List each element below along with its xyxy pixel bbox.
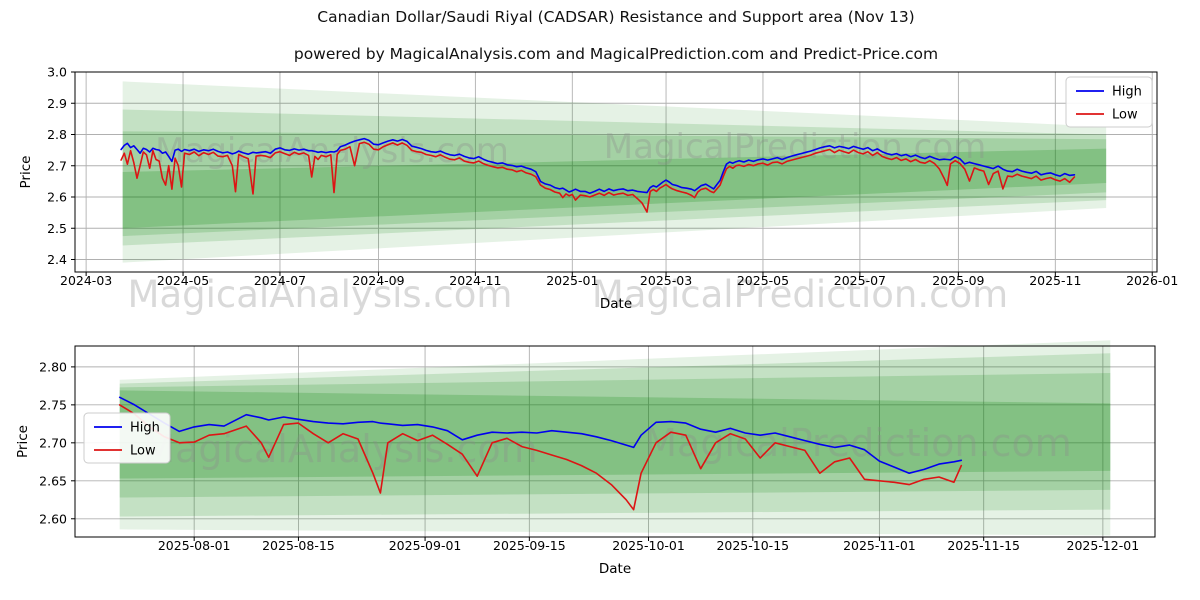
x-axis-label: Date bbox=[600, 296, 632, 312]
y-tick-label: 2.8 bbox=[47, 127, 67, 142]
x-tick-label: 2024-05 bbox=[157, 273, 209, 288]
figure-subtitle: powered by MagicalAnalysis.com and Magic… bbox=[293, 45, 939, 63]
x-tick-label: 2024-11 bbox=[449, 273, 501, 288]
x-tick-label: 2026-01 bbox=[1126, 273, 1178, 288]
x-tick-label: 2025-12-01 bbox=[1067, 538, 1140, 553]
watermark-text: MagicalPrediction.com bbox=[604, 127, 987, 167]
x-tick-label: 2025-11-01 bbox=[843, 538, 916, 553]
y-tick-label: 2.6 bbox=[47, 190, 67, 205]
plot-border bbox=[74, 71, 1158, 273]
x-tick-label: 2024-03 bbox=[60, 273, 112, 288]
legend-high-label: High bbox=[1112, 85, 1142, 100]
y-tick-label: 2.75 bbox=[39, 397, 67, 412]
watermark-text: MagicalAnalysis.com bbox=[142, 427, 537, 471]
y-tick-label: 2.9 bbox=[47, 96, 67, 111]
recent-detail-chart: MagicalAnalysis.com MagicalPrediction.com… bbox=[15, 340, 1156, 577]
y-tick-label: 2.5 bbox=[47, 221, 67, 236]
full-history-chart: MagicalAnalysis.com MagicalPrediction.com… bbox=[18, 65, 1178, 317]
x-tick-label: 2024-07 bbox=[254, 273, 306, 288]
support-resistance-band bbox=[122, 148, 1107, 229]
x-tick-label: 2025-08-15 bbox=[262, 538, 335, 553]
support-resistance-band bbox=[122, 131, 1107, 237]
watermark-text: MagicalPrediction.com bbox=[592, 273, 1008, 316]
x-tick-label: 2025-10-01 bbox=[612, 538, 685, 553]
x-tick-label: 2025-09-01 bbox=[389, 538, 462, 553]
x-tick-label: 2025-10-15 bbox=[716, 538, 789, 553]
x-tick-label: 2025-11 bbox=[1029, 273, 1081, 288]
support-resistance-band bbox=[119, 340, 1111, 536]
watermark-text: MagicalPrediction.com bbox=[644, 421, 1072, 465]
x-tick-label: 2025-03 bbox=[640, 273, 692, 288]
support-resistance-band bbox=[119, 372, 1111, 498]
legend-low-label: Low bbox=[130, 444, 156, 459]
low-line bbox=[118, 404, 963, 511]
y-tick-label: 2.60 bbox=[39, 511, 67, 526]
support-resistance-band bbox=[119, 390, 1111, 479]
x-tick-label: 2025-08-01 bbox=[158, 538, 231, 553]
x-tick-label: 2025-09 bbox=[932, 273, 984, 288]
legend: High Low bbox=[83, 412, 171, 464]
figure-title: Canadian Dollar/Saudi Riyal (CADSAR) Res… bbox=[317, 8, 915, 26]
legend-low-label: Low bbox=[1112, 108, 1138, 123]
y-axis-label: Price bbox=[18, 156, 34, 189]
high-line bbox=[118, 396, 963, 475]
x-tick-label: 2025-01 bbox=[546, 273, 598, 288]
y-tick-label: 2.65 bbox=[39, 473, 67, 488]
y-axis-label: Price bbox=[15, 425, 31, 458]
x-tick-label: 2025-11-15 bbox=[947, 538, 1020, 553]
x-axis-label: Date bbox=[599, 561, 631, 577]
x-tick-label: 2025-05 bbox=[737, 273, 789, 288]
y-tick-label: 2.4 bbox=[47, 252, 67, 267]
y-tick-label: 2.70 bbox=[39, 435, 67, 450]
x-tick-label: 2025-07 bbox=[834, 273, 886, 288]
plot-border bbox=[74, 345, 1156, 538]
legend: High Low bbox=[1065, 76, 1153, 128]
support-resistance-band bbox=[122, 81, 1107, 263]
low-line bbox=[120, 141, 1076, 213]
legend-high-label: High bbox=[130, 421, 160, 436]
x-tick-label: 2025-09-15 bbox=[493, 538, 566, 553]
watermark-text: MagicalAnalysis.com bbox=[128, 273, 513, 316]
x-tick-label: 2024-09 bbox=[352, 273, 404, 288]
y-tick-label: 2.7 bbox=[47, 158, 67, 173]
high-line bbox=[120, 137, 1076, 194]
y-tick-label: 3.0 bbox=[47, 65, 67, 80]
y-tick-label: 2.80 bbox=[39, 359, 67, 374]
